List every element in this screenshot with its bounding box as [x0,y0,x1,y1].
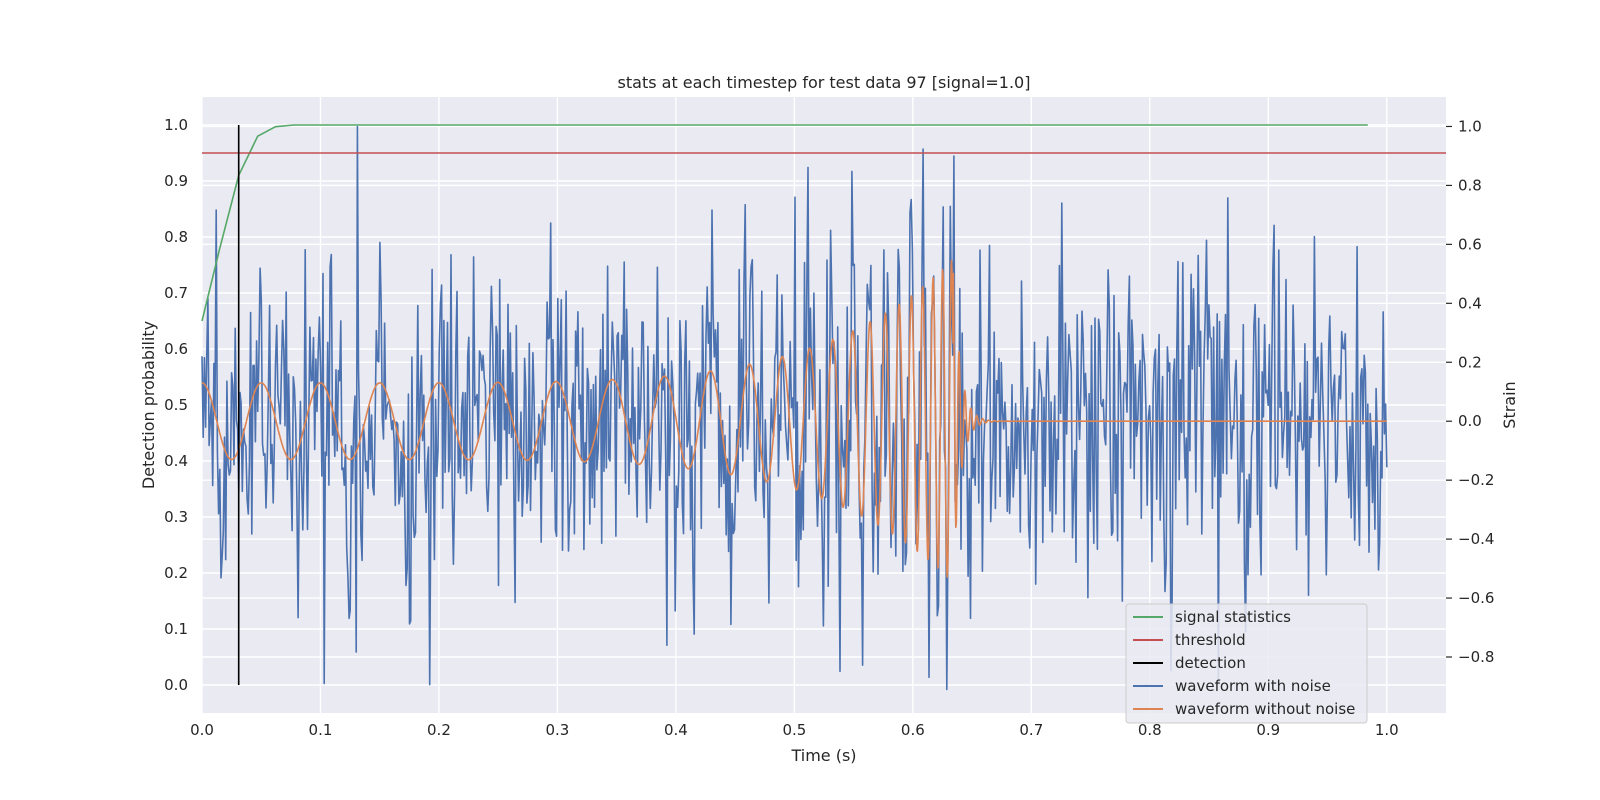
y-right-tick-label: 1.0 [1458,117,1482,135]
x-tick-label: 0.9 [1256,721,1280,739]
x-tick-label: 0.4 [664,721,688,739]
y-left-tick-label: 0.0 [164,676,188,694]
y-right-tick-label: −0.8 [1458,648,1494,666]
x-tick-label: 0.3 [545,721,569,739]
y-right-axis-ticks: −0.8 −0.6 −0.4 −0.2 0.0 0.2 0.4 0.6 0.8 1.0 [1446,117,1494,666]
y-left-axis-ticks: 0.0 0.1 0.2 0.3 0.4 0.5 0.6 0.7 0.8 0.9 1.0 [164,116,188,694]
y-right-tick-label: 0.2 [1458,353,1482,371]
legend-label: signal statistics [1175,608,1291,626]
legend-item: detection [1133,654,1246,672]
legend-label: waveform without noise [1175,700,1355,718]
y-right-axis-label: Strain [1500,381,1519,428]
x-tick-label: 1.0 [1375,721,1399,739]
y-left-tick-label: 0.1 [164,620,188,638]
y-left-axis-label: Detection probability [139,321,158,489]
y-right-tick-label: 0.4 [1458,294,1482,312]
x-axis-label: Time (s) [790,746,856,765]
x-tick-label: 0.8 [1138,721,1162,739]
y-left-tick-label: 0.3 [164,508,188,526]
chart-title: stats at each timestep for test data 97 … [618,73,1031,92]
x-tick-label: 0.1 [309,721,333,739]
x-axis-ticks: 0.0 0.1 0.2 0.3 0.4 0.5 0.6 0.7 0.8 0.9 1.0 [190,721,1399,739]
y-left-tick-label: 0.2 [164,564,188,582]
series-waveform-without-noise [201,259,1388,578]
y-left-tick-label: 0.7 [164,284,188,302]
y-right-tick-label: 0.8 [1458,176,1482,194]
y-left-tick-label: 1.0 [164,116,188,134]
y-left-tick-label: 0.5 [164,396,188,414]
y-left-tick-label: 0.6 [164,340,188,358]
y-right-tick-label: 0.6 [1458,235,1482,253]
legend-label: detection [1175,654,1246,672]
y-left-tick-label: 0.9 [164,172,188,190]
y-right-tick-label: −0.2 [1458,471,1494,489]
y-right-tick-label: −0.6 [1458,589,1494,607]
legend-label: waveform with noise [1175,677,1331,695]
x-tick-label: 0.5 [782,721,806,739]
legend-box [1125,603,1368,724]
y-right-tick-label: 0.0 [1458,412,1482,430]
legend: signal statistics threshold detection wa… [1125,603,1368,724]
x-tick-label: 0.2 [427,721,451,739]
series-layer [201,124,1446,691]
legend-item: signal statistics [1133,608,1291,626]
series-waveform-with-noise [201,125,1388,691]
x-tick-label: 0.0 [190,721,214,739]
legend-item: threshold [1133,631,1246,649]
legend-item: waveform without noise [1133,700,1355,718]
series-signal-statistics [201,124,1368,322]
legend-label: threshold [1175,631,1246,649]
x-tick-label: 0.6 [901,721,925,739]
y-right-tick-label: −0.4 [1458,530,1494,548]
x-tick-label: 0.7 [1019,721,1043,739]
legend-item: waveform with noise [1133,677,1331,695]
y-left-tick-label: 0.4 [164,452,188,470]
y-left-tick-label: 0.8 [164,228,188,246]
